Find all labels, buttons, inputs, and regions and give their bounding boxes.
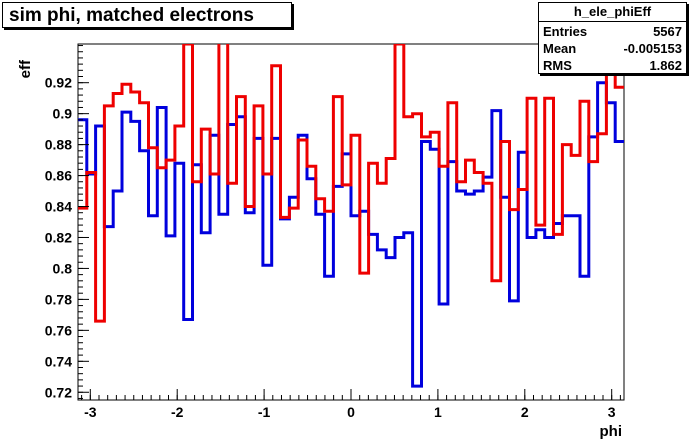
axis-ticks: 0.72 0.74 0.76 0.78 0.8 0.82 0.84 0.86 0.88 0.9 0.… <box>45 45 621 420</box>
y-tick-label: 0.82 <box>45 229 72 245</box>
stats-histogram-name: h_ele_phiEff <box>539 3 686 22</box>
chart-marks <box>78 44 624 388</box>
stats-rms-label: RMS <box>543 58 572 73</box>
y-tick-label: 0.92 <box>45 75 72 91</box>
x-tick-label: 3 <box>608 404 616 420</box>
y-tick-label: 0.84 <box>45 199 72 215</box>
y-tick-label: 0.72 <box>45 384 72 400</box>
series-line-1 <box>78 44 624 323</box>
y-tick-label: 0.9 <box>53 106 73 122</box>
stats-box: h_ele_phiEff Entries 5567 Mean -0.005153… <box>538 2 687 74</box>
y-axis-label: eff <box>17 59 34 78</box>
y-tick-label: 0.8 <box>53 260 73 276</box>
stats-mean-value: -0.005153 <box>623 41 682 56</box>
plot-frame <box>77 43 625 401</box>
y-tick-label: 0.76 <box>45 322 72 338</box>
y-tick-label: 0.74 <box>45 353 72 369</box>
x-tick-label: 1 <box>434 404 442 420</box>
x-axis-label: phi <box>600 423 623 440</box>
x-tick-label: -2 <box>171 404 184 420</box>
chart-title-box: sim phi, matched electrons <box>2 2 292 28</box>
x-tick-label: -3 <box>84 404 97 420</box>
stats-row-rms: RMS 1.862 <box>543 57 682 74</box>
x-tick-label: -1 <box>258 404 271 420</box>
stats-entries-value: 5567 <box>653 24 682 39</box>
stats-entries-label: Entries <box>543 24 588 39</box>
stats-row-mean: Mean -0.005153 <box>543 40 682 57</box>
stats-mean-label: Mean <box>543 41 577 56</box>
y-tick-label: 0.88 <box>45 137 72 153</box>
stats-row-entries: Entries 5567 <box>543 23 682 40</box>
x-tick-label: 0 <box>347 404 355 420</box>
y-tick-label: 0.86 <box>45 168 72 184</box>
y-tick-label: 0.78 <box>45 291 72 307</box>
chart-title: sim phi, matched electrons <box>9 5 254 26</box>
stats-rms-value: 1.862 <box>649 58 682 73</box>
x-tick-label: 2 <box>521 404 529 420</box>
